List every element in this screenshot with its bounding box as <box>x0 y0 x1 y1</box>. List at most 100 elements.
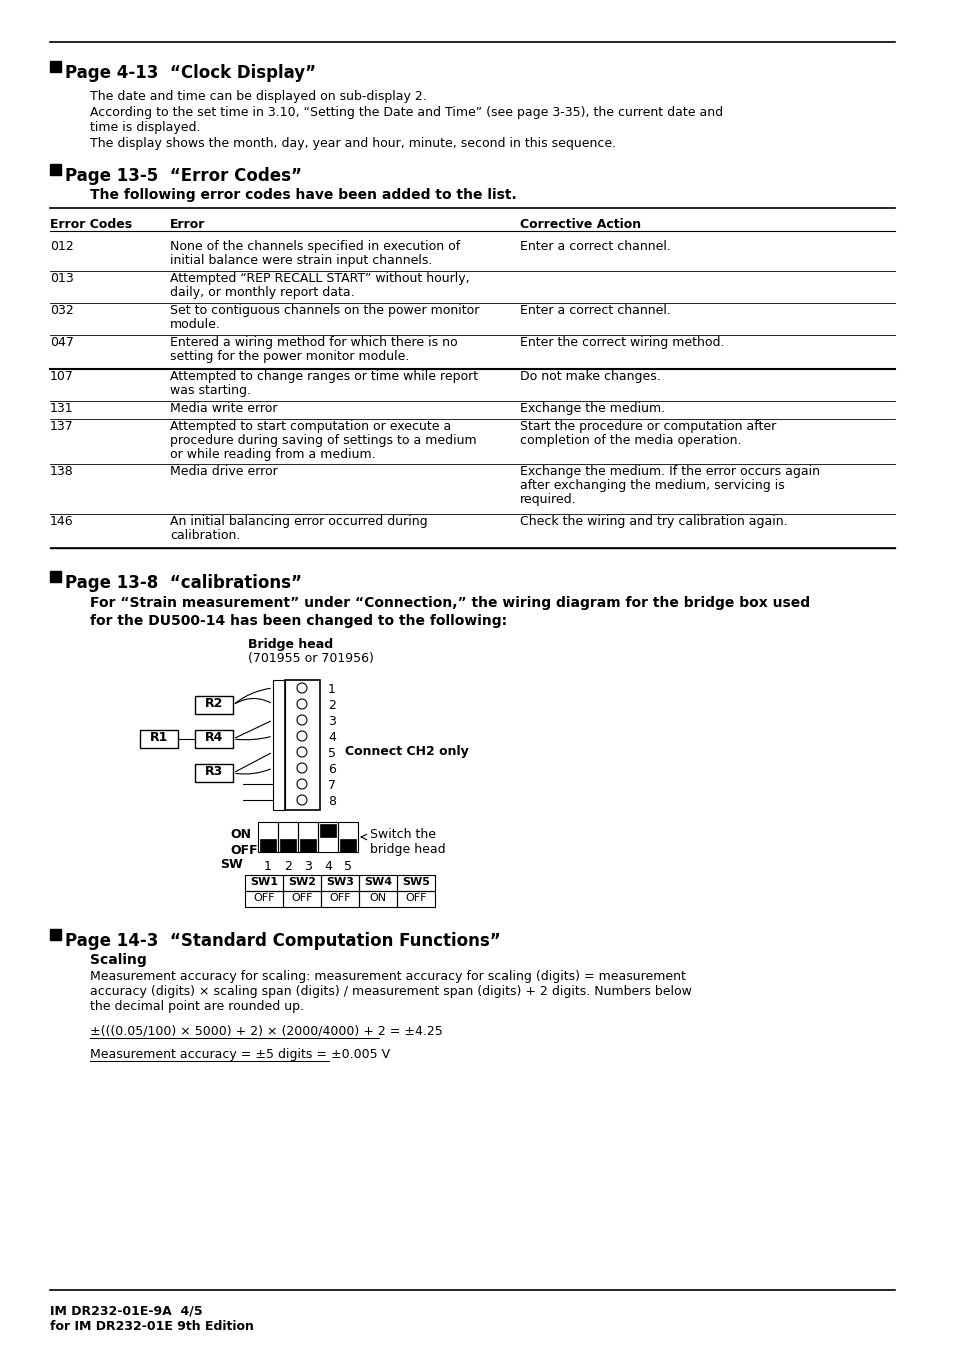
Text: Do not make changes.: Do not make changes. <box>519 370 660 383</box>
Bar <box>245 891 283 907</box>
Bar <box>50 163 61 176</box>
Text: Measurement accuracy for scaling: measurement accuracy for scaling (digits) = me: Measurement accuracy for scaling: measur… <box>90 971 685 983</box>
Bar <box>50 61 61 72</box>
Text: 5: 5 <box>328 747 335 760</box>
Text: 6: 6 <box>328 763 335 776</box>
Text: 7: 7 <box>328 779 335 792</box>
Bar <box>358 891 396 907</box>
Text: None of the channels specified in execution of: None of the channels specified in execut… <box>170 240 459 252</box>
Text: Entered a wiring method for which there is no: Entered a wiring method for which there … <box>170 336 457 350</box>
Text: procedure during saving of settings to a medium: procedure during saving of settings to a… <box>170 433 476 447</box>
Text: 138: 138 <box>50 464 73 478</box>
Text: ±(((0.05/100) × 5000) + 2) × (2000/4000) + 2 = ±4.25: ±(((0.05/100) × 5000) + 2) × (2000/4000)… <box>90 1025 442 1038</box>
Text: OFF: OFF <box>405 892 426 903</box>
Text: after exchanging the medium, servicing is: after exchanging the medium, servicing i… <box>519 479 784 491</box>
Text: Set to contiguous channels on the power monitor: Set to contiguous channels on the power … <box>170 304 478 317</box>
Text: SW: SW <box>220 859 242 871</box>
Text: Connect CH2 only: Connect CH2 only <box>345 745 468 757</box>
Text: OFF: OFF <box>329 892 351 903</box>
Text: 047: 047 <box>50 336 73 350</box>
Text: 2: 2 <box>328 699 335 711</box>
Text: The date and time can be displayed on sub-display 2.: The date and time can be displayed on su… <box>90 90 426 103</box>
Text: Error: Error <box>170 217 205 231</box>
Text: ON: ON <box>369 892 386 903</box>
Bar <box>245 875 283 891</box>
Text: Bridge head: Bridge head <box>248 639 333 651</box>
Text: (701955 or 701956): (701955 or 701956) <box>248 652 374 666</box>
Text: was starting.: was starting. <box>170 383 251 397</box>
Text: 032: 032 <box>50 304 73 317</box>
Bar <box>285 680 319 810</box>
Bar <box>319 824 335 837</box>
Text: Start the procedure or computation after: Start the procedure or computation after <box>519 420 776 433</box>
Text: SW1: SW1 <box>250 878 277 887</box>
Text: Corrective Action: Corrective Action <box>519 217 640 231</box>
Text: 8: 8 <box>328 795 335 809</box>
Text: 4: 4 <box>324 860 332 873</box>
Text: ON: ON <box>230 828 251 841</box>
Text: OFF: OFF <box>253 892 274 903</box>
Text: 4: 4 <box>328 730 335 744</box>
Text: for the DU500-14 has been changed to the following:: for the DU500-14 has been changed to the… <box>90 614 507 628</box>
Text: Enter a correct channel.: Enter a correct channel. <box>519 240 670 252</box>
Text: the decimal point are rounded up.: the decimal point are rounded up. <box>90 1000 304 1012</box>
Bar <box>396 891 435 907</box>
Text: R1: R1 <box>150 730 168 744</box>
Bar <box>277 822 297 852</box>
Text: calibration.: calibration. <box>170 529 240 541</box>
Text: SW2: SW2 <box>288 878 315 887</box>
Bar <box>396 875 435 891</box>
Text: Check the wiring and try calibration again.: Check the wiring and try calibration aga… <box>519 514 787 528</box>
Text: The display shows the month, day, year and hour, minute, second in this sequence: The display shows the month, day, year a… <box>90 136 616 150</box>
Text: 3: 3 <box>304 860 312 873</box>
Text: 012: 012 <box>50 240 73 252</box>
Bar <box>320 891 358 907</box>
Bar <box>299 838 315 852</box>
Text: 131: 131 <box>50 402 73 414</box>
Text: Page 4-13  “Clock Display”: Page 4-13 “Clock Display” <box>65 63 315 82</box>
Text: R3: R3 <box>205 765 223 778</box>
Text: daily, or monthly report data.: daily, or monthly report data. <box>170 286 355 298</box>
Text: OFF: OFF <box>291 892 313 903</box>
Text: SW3: SW3 <box>326 878 354 887</box>
Text: Attempted “REP RECALL START” without hourly,: Attempted “REP RECALL START” without hou… <box>170 271 469 285</box>
Text: or while reading from a medium.: or while reading from a medium. <box>170 448 375 460</box>
Text: Enter the correct wiring method.: Enter the correct wiring method. <box>519 336 723 350</box>
Bar <box>358 875 396 891</box>
Bar <box>50 929 61 940</box>
Text: SW4: SW4 <box>363 878 392 887</box>
Text: 146: 146 <box>50 514 73 528</box>
Text: completion of the media operation.: completion of the media operation. <box>519 433 740 447</box>
Bar <box>260 838 275 852</box>
Text: 1: 1 <box>264 860 272 873</box>
Text: required.: required. <box>519 493 576 506</box>
Bar <box>320 875 358 891</box>
Text: Exchange the medium. If the error occurs again: Exchange the medium. If the error occurs… <box>519 464 820 478</box>
Text: module.: module. <box>170 319 221 331</box>
Text: 3: 3 <box>328 716 335 728</box>
Text: According to the set time in 3.10, “Setting the Date and Time” (see page 3-35), : According to the set time in 3.10, “Sett… <box>90 107 722 119</box>
Text: Error Codes: Error Codes <box>50 217 132 231</box>
Text: R2: R2 <box>205 697 223 710</box>
Bar <box>297 822 317 852</box>
Text: Page 14-3  “Standard Computation Functions”: Page 14-3 “Standard Computation Function… <box>65 931 500 950</box>
Text: Enter a correct channel.: Enter a correct channel. <box>519 304 670 317</box>
Text: OFF: OFF <box>230 844 257 857</box>
Bar <box>339 838 355 852</box>
Text: The following error codes have been added to the list.: The following error codes have been adde… <box>90 188 517 202</box>
Text: bridge head: bridge head <box>370 842 445 856</box>
Bar <box>337 822 357 852</box>
Text: Switch the: Switch the <box>370 828 436 841</box>
Text: accuracy (digits) × scaling span (digits) / measurement span (digits) + 2 digits: accuracy (digits) × scaling span (digits… <box>90 986 691 998</box>
Text: 107: 107 <box>50 370 73 383</box>
Bar <box>317 822 337 852</box>
Text: 013: 013 <box>50 271 73 285</box>
Text: IM DR232-01E-9A  4/5: IM DR232-01E-9A 4/5 <box>50 1305 202 1318</box>
Text: Attempted to start computation or execute a: Attempted to start computation or execut… <box>170 420 451 433</box>
Text: Measurement accuracy = ±5 digits = ±0.005 V: Measurement accuracy = ±5 digits = ±0.00… <box>90 1048 390 1061</box>
Text: R4: R4 <box>205 730 223 744</box>
Bar <box>273 680 285 810</box>
Bar <box>283 875 320 891</box>
Text: 5: 5 <box>344 860 352 873</box>
Bar <box>280 838 295 852</box>
